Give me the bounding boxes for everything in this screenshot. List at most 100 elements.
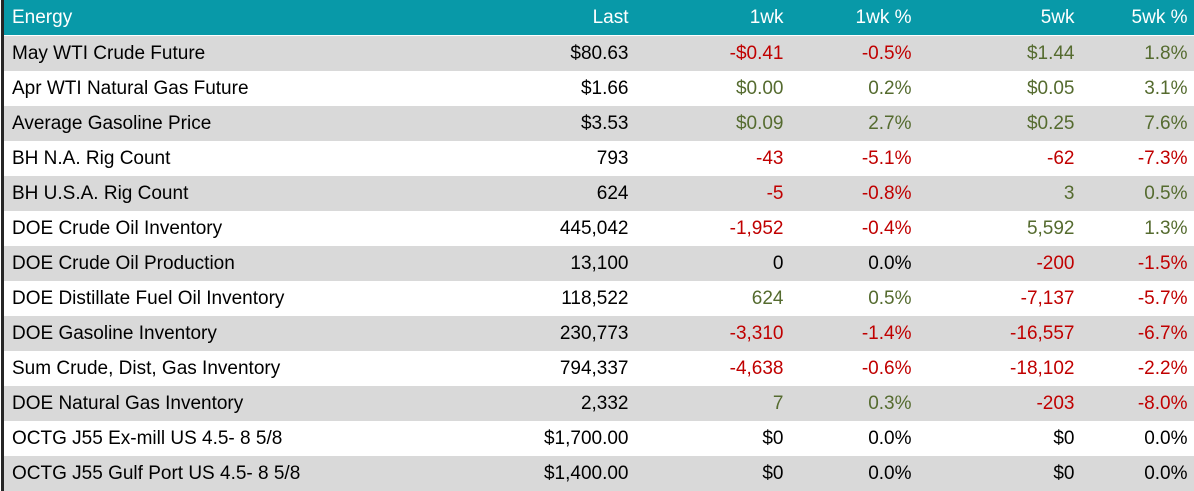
- cell-1wk[interactable]: $0.00: [636, 71, 792, 106]
- row-label[interactable]: DOE Crude Oil Production: [1, 246, 437, 281]
- cell-5wk-pct[interactable]: 1.3%: [1082, 211, 1194, 246]
- cell-1wk[interactable]: -$0.41: [636, 35, 792, 71]
- cell-5wk-pct[interactable]: -7.3%: [1082, 141, 1194, 176]
- table-row: DOE Crude Oil Inventory 445,042 -1,952 -…: [1, 211, 1194, 246]
- cell-5wk[interactable]: -200: [919, 246, 1083, 281]
- row-label[interactable]: BH U.S.A. Rig Count: [1, 176, 437, 211]
- cell-1wk[interactable]: -5: [636, 176, 792, 211]
- row-label[interactable]: Sum Crude, Dist, Gas Inventory: [1, 351, 437, 386]
- cell-1wk[interactable]: $0.09: [636, 106, 792, 141]
- table-row: DOE Distillate Fuel Oil Inventory 118,52…: [1, 281, 1194, 316]
- row-label[interactable]: DOE Distillate Fuel Oil Inventory: [1, 281, 437, 316]
- cell-5wk[interactable]: -16,557: [919, 316, 1083, 351]
- cell-5wk-pct[interactable]: -2.2%: [1082, 351, 1194, 386]
- header-row: Energy Last 1wk 1wk % 5wk 5wk %: [1, 0, 1194, 36]
- row-label[interactable]: BH N.A. Rig Count: [1, 141, 437, 176]
- cell-1wk-pct[interactable]: -0.5%: [791, 35, 920, 71]
- cell-last[interactable]: 118,522: [436, 281, 637, 316]
- cell-5wk[interactable]: 5,592: [919, 211, 1083, 246]
- cell-last[interactable]: 13,100: [436, 246, 637, 281]
- cell-1wk-pct[interactable]: -0.8%: [791, 176, 920, 211]
- table-row: Sum Crude, Dist, Gas Inventory 794,337 -…: [1, 351, 1194, 386]
- cell-5wk[interactable]: $0: [919, 456, 1083, 491]
- row-label[interactable]: OCTG J55 Ex-mill US 4.5- 8 5/8: [1, 421, 437, 456]
- header-1wk-pct[interactable]: 1wk %: [791, 0, 920, 36]
- cell-last[interactable]: 445,042: [436, 211, 637, 246]
- cell-5wk-pct[interactable]: 3.1%: [1082, 71, 1194, 106]
- table-row: May WTI Crude Future $80.63 -$0.41 -0.5%…: [1, 35, 1194, 71]
- cell-5wk[interactable]: $1.44: [919, 35, 1083, 71]
- cell-1wk-pct[interactable]: 0.0%: [791, 421, 920, 456]
- cell-5wk[interactable]: $0.25: [919, 106, 1083, 141]
- header-5wk[interactable]: 5wk: [919, 0, 1083, 36]
- cell-last[interactable]: $1,700.00: [436, 421, 637, 456]
- row-label[interactable]: Apr WTI Natural Gas Future: [1, 71, 437, 106]
- cell-1wk[interactable]: -1,952: [636, 211, 792, 246]
- row-label[interactable]: DOE Natural Gas Inventory: [1, 386, 437, 421]
- cell-1wk-pct[interactable]: 0.3%: [791, 386, 920, 421]
- cell-last[interactable]: 2,332: [436, 386, 637, 421]
- header-energy[interactable]: Energy: [1, 0, 437, 36]
- cell-5wk[interactable]: -62: [919, 141, 1083, 176]
- cell-last[interactable]: 624: [436, 176, 637, 211]
- table-row: BH N.A. Rig Count 793 -43 -5.1% -62 -7.3…: [1, 141, 1194, 176]
- cell-5wk-pct[interactable]: 0.0%: [1082, 456, 1194, 491]
- table-row: OCTG J55 Gulf Port US 4.5- 8 5/8 $1,400.…: [1, 456, 1194, 491]
- cell-last[interactable]: $80.63: [436, 35, 637, 71]
- cell-1wk[interactable]: 7: [636, 386, 792, 421]
- table-row: DOE Natural Gas Inventory 2,332 7 0.3% -…: [1, 386, 1194, 421]
- table-row: DOE Gasoline Inventory 230,773 -3,310 -1…: [1, 316, 1194, 351]
- cell-1wk-pct[interactable]: 0.0%: [791, 246, 920, 281]
- cell-1wk[interactable]: 0: [636, 246, 792, 281]
- cell-5wk[interactable]: -18,102: [919, 351, 1083, 386]
- cell-5wk[interactable]: -203: [919, 386, 1083, 421]
- header-5wk-pct[interactable]: 5wk %: [1082, 0, 1194, 36]
- row-label[interactable]: May WTI Crude Future: [1, 35, 437, 71]
- table-row: OCTG J55 Ex-mill US 4.5- 8 5/8 $1,700.00…: [1, 421, 1194, 456]
- cell-1wk-pct[interactable]: 2.7%: [791, 106, 920, 141]
- cell-1wk-pct[interactable]: -5.1%: [791, 141, 920, 176]
- table-row: DOE Crude Oil Production 13,100 0 0.0% -…: [1, 246, 1194, 281]
- cell-1wk[interactable]: -4,638: [636, 351, 792, 386]
- cell-1wk-pct[interactable]: -0.4%: [791, 211, 920, 246]
- cell-1wk[interactable]: -43: [636, 141, 792, 176]
- cell-5wk-pct[interactable]: -6.7%: [1082, 316, 1194, 351]
- cell-last[interactable]: $1.66: [436, 71, 637, 106]
- cell-5wk[interactable]: -7,137: [919, 281, 1083, 316]
- cell-5wk[interactable]: $0.05: [919, 71, 1083, 106]
- row-label[interactable]: DOE Gasoline Inventory: [1, 316, 437, 351]
- cell-last[interactable]: 794,337: [436, 351, 637, 386]
- row-label[interactable]: Average Gasoline Price: [1, 106, 437, 141]
- cell-5wk[interactable]: 3: [919, 176, 1083, 211]
- cell-last[interactable]: $3.53: [436, 106, 637, 141]
- cell-1wk-pct[interactable]: -1.4%: [791, 316, 920, 351]
- table-body: May WTI Crude Future $80.63 -$0.41 -0.5%…: [1, 35, 1194, 491]
- header-last[interactable]: Last: [436, 0, 637, 36]
- cell-5wk[interactable]: $0: [919, 421, 1083, 456]
- cell-5wk-pct[interactable]: 1.8%: [1082, 35, 1194, 71]
- cell-5wk-pct[interactable]: -8.0%: [1082, 386, 1194, 421]
- cell-5wk-pct[interactable]: 0.5%: [1082, 176, 1194, 211]
- row-label[interactable]: OCTG J55 Gulf Port US 4.5- 8 5/8: [1, 456, 437, 491]
- cell-1wk-pct[interactable]: 0.2%: [791, 71, 920, 106]
- cell-1wk-pct[interactable]: 0.5%: [791, 281, 920, 316]
- cell-1wk-pct[interactable]: 0.0%: [791, 456, 920, 491]
- cell-1wk[interactable]: $0: [636, 421, 792, 456]
- row-label[interactable]: DOE Crude Oil Inventory: [1, 211, 437, 246]
- table-row: Apr WTI Natural Gas Future $1.66 $0.00 0…: [1, 71, 1194, 106]
- cell-5wk-pct[interactable]: 7.6%: [1082, 106, 1194, 141]
- cell-last[interactable]: $1,400.00: [436, 456, 637, 491]
- cell-last[interactable]: 230,773: [436, 316, 637, 351]
- cell-5wk-pct[interactable]: 0.0%: [1082, 421, 1194, 456]
- cell-5wk-pct[interactable]: -1.5%: [1082, 246, 1194, 281]
- cell-last[interactable]: 793: [436, 141, 637, 176]
- cell-1wk[interactable]: -3,310: [636, 316, 792, 351]
- cell-1wk-pct[interactable]: -0.6%: [791, 351, 920, 386]
- table-row: BH U.S.A. Rig Count 624 -5 -0.8% 3 0.5%: [1, 176, 1194, 211]
- header-1wk[interactable]: 1wk: [636, 0, 792, 36]
- cell-1wk[interactable]: 624: [636, 281, 792, 316]
- cell-1wk[interactable]: $0: [636, 456, 792, 491]
- cell-5wk-pct[interactable]: -5.7%: [1082, 281, 1194, 316]
